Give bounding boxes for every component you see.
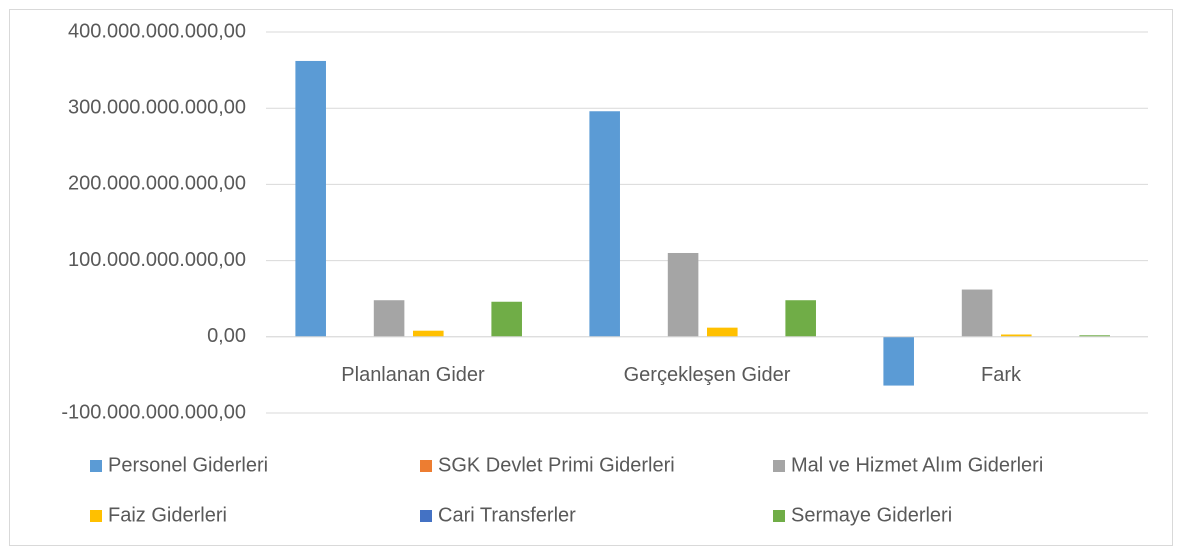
x-tick-label: Planlanan Gider [341,364,485,386]
legend-swatch [773,510,785,522]
legend-swatch [90,460,102,472]
legend-swatch [420,510,432,522]
bar [491,301,522,337]
x-tick-label: Fark [981,364,1022,386]
y-tick-label: 300.000.000.000,00 [68,96,246,118]
legend-swatch [90,510,102,522]
bar [883,336,914,386]
y-tick-label: 200.000.000.000,00 [68,173,246,195]
bar [667,252,699,337]
y-tick-label: 0,00 [207,325,246,347]
legend-label: Sermaye Giderleri [791,504,952,526]
legend-label: Mal ve Hizmet Alım Giderleri [791,454,1043,476]
legend-swatch [420,460,432,472]
bar [1001,334,1032,337]
bar [413,330,444,337]
bar [373,300,405,337]
legend-label: Faiz Giderleri [108,504,227,526]
y-tick-label: 400.000.000.000,00 [68,20,246,42]
bar [961,289,993,337]
y-tick-label: 100.000.000.000,00 [68,249,246,271]
bar [1079,335,1110,337]
bar [295,60,326,337]
x-tick-label: Gerçekleşen Gider [624,364,791,386]
y-tick-label: -100.000.000.000,00 [61,401,246,423]
bar [589,111,620,337]
legend-label: Cari Transferler [438,504,576,526]
legend-label: Personel Giderleri [108,454,268,476]
legend-swatch [773,460,785,472]
legend-label: SGK Devlet Primi Giderleri [438,454,675,476]
bar [707,327,738,337]
bar [785,300,816,337]
